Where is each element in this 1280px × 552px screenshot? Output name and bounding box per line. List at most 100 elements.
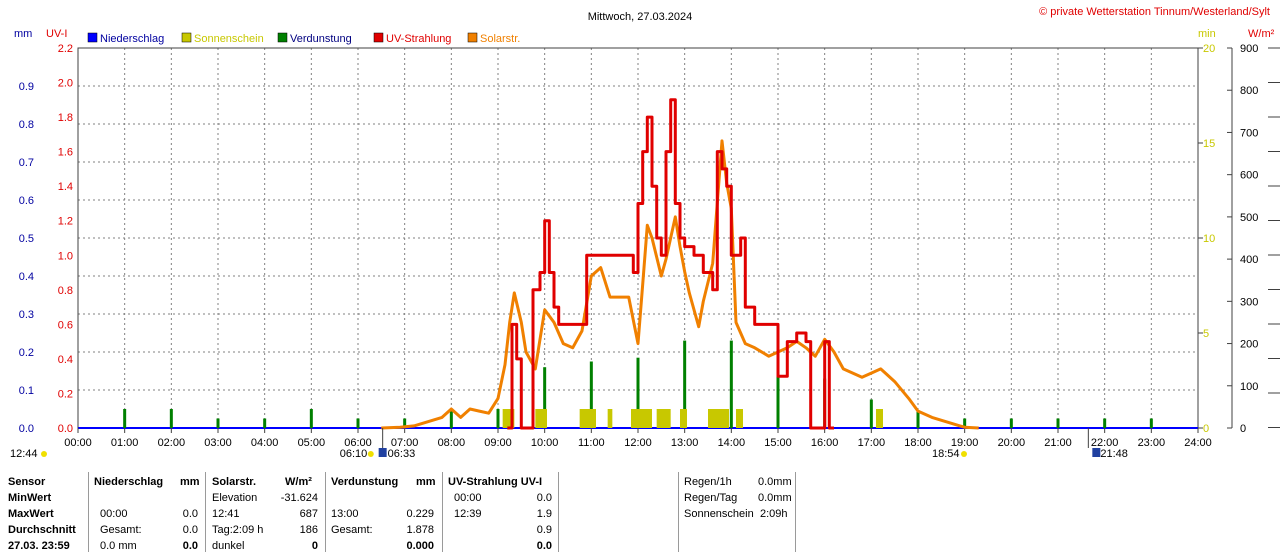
unit-uv: UV-I (46, 28, 67, 40)
uv-tick-label: 1.0 (58, 250, 73, 262)
grid (77, 47, 1199, 429)
uv-tick-label: 0.4 (58, 354, 73, 366)
uv-tick-label: 1.6 (58, 147, 73, 159)
uv-tick-label: 1.8 (58, 112, 73, 124)
legend-swatch (373, 32, 384, 43)
sunset-icon (961, 451, 967, 457)
legend-swatch (467, 32, 478, 43)
x-tick-label: 09:00 (484, 437, 512, 449)
mm-tick-label: 0.7 (19, 157, 34, 169)
evaporation-bar (963, 418, 967, 428)
summary-label-1: Regen/Tag (684, 492, 738, 504)
mm-tick-label: 0.2 (19, 347, 34, 359)
x-tick-label: 08:00 (438, 437, 466, 449)
table-cell: MaxWert (8, 508, 54, 520)
x-tick-label: 00:00 (64, 437, 92, 449)
table-cell: 0.0 (182, 540, 198, 552)
table-cell: Gesamt: (331, 524, 373, 536)
table-cell: Durchschnitt (8, 524, 76, 536)
moon-time: 12:44 (10, 448, 38, 460)
summary-value-0: 0.0mm (758, 476, 792, 488)
evaporation-bar (216, 418, 220, 428)
summary-value-2: 2:09h (760, 508, 788, 520)
th-solar: Solarstr. (212, 476, 257, 488)
x-tick-label: 16:00 (811, 437, 839, 449)
table-cell: 27.03. 23:59 (8, 540, 70, 552)
sunset-time: 18:54 (932, 448, 960, 460)
legend-label: UV-Strahlung (386, 33, 451, 45)
table-cell: 1.878 (406, 524, 434, 536)
evaporation-bar (1149, 418, 1153, 428)
sunshine-bar (579, 409, 596, 428)
mm-tick-label: 0.1 (19, 385, 34, 397)
table-cell: 0.0 (536, 540, 552, 552)
evaporation-bar (636, 357, 640, 428)
legend-label: Solarstr. (480, 33, 520, 45)
th-wm2: W/m² (285, 476, 312, 488)
uv-tick-label: 1.4 (58, 181, 73, 193)
twilight-end-time: 21:48 (1100, 448, 1128, 460)
th-sensor: Sensor (8, 476, 46, 488)
moon-icon (41, 451, 47, 457)
table-cell: 00:00 (100, 508, 128, 520)
table-cell: 12:41 (212, 508, 240, 520)
sunshine-bar (708, 409, 729, 428)
evaporation-bar (1103, 418, 1107, 428)
table-cell: 1.9 (536, 508, 552, 520)
th-verdunstung: Verdunstung (331, 476, 399, 488)
table-cell: 0 (311, 540, 318, 552)
table-cell: MinWert (8, 492, 52, 504)
legend-swatch (87, 32, 98, 43)
evaporation-bar (1009, 418, 1013, 428)
x-tick-label: 14:00 (718, 437, 746, 449)
uv-tick-label: 0.6 (58, 319, 73, 331)
evaporation-bar (496, 409, 500, 428)
table-cell: Elevation (212, 492, 258, 504)
uv-tick-label: 0.2 (58, 388, 73, 400)
summary-value-1: 0.0mm (758, 492, 792, 504)
sun-markers: 12:44 06:10 06:33 18:54 21:48 (10, 428, 1128, 460)
evaporation-bar (169, 409, 173, 428)
wm2-tick-label: 700 (1240, 127, 1258, 139)
mm-tick-label: 0.8 (19, 119, 34, 131)
table-cell: 0.9 (536, 524, 552, 536)
sunshine-bar (535, 409, 547, 428)
evaporation-bar (683, 340, 687, 428)
uv-tick-label: 0.8 (58, 285, 73, 297)
evaporation-bar (356, 418, 360, 428)
table-cell: 0.0 (536, 492, 552, 504)
table-cell: -31.624 (280, 492, 318, 504)
x-tick-label: 24:00 (1184, 437, 1212, 449)
x-tick-label: 13:00 (671, 437, 699, 449)
evaporation-bar (543, 367, 547, 428)
wm2-tick-label: 800 (1240, 85, 1258, 97)
x-tick-label: 03:00 (204, 437, 232, 449)
table-cell: 13:00 (331, 508, 359, 520)
uv-tick-label: 1.2 (58, 216, 73, 228)
table-cell: Tag:2:09 h (212, 524, 264, 536)
sunshine-bar (502, 409, 515, 428)
twilight-start-time: 06:10 (340, 448, 368, 460)
x-tick-label: 02:00 (158, 437, 186, 449)
table-cell: 12:39 (454, 508, 482, 520)
table-cell: 687 (299, 508, 318, 520)
th-mm: mm (180, 476, 200, 488)
mm-tick-label: 0.3 (19, 309, 34, 321)
mm-tick-label: 0.4 (19, 271, 34, 283)
unit-wm2: W/m² (1248, 28, 1275, 40)
min-tick-label: 20 (1203, 43, 1215, 55)
x-tick-label: 05:00 (298, 437, 326, 449)
x-tick-label: 10:00 (531, 437, 559, 449)
min-tick-label: 0 (1203, 423, 1209, 435)
x-tick-label: 07:00 (391, 437, 419, 449)
sunshine-bar (736, 409, 743, 428)
evaporation-bar (776, 363, 780, 428)
x-tick-label: 11:00 (578, 437, 605, 449)
summary-label-0: Regen/1h (684, 476, 732, 488)
evaporation-bar (263, 418, 267, 428)
min-tick-label: 10 (1203, 233, 1215, 245)
evaporation-bar (123, 409, 127, 428)
x-tick-label: 04:00 (251, 437, 279, 449)
wm2-tick-label: 0 (1240, 423, 1246, 435)
unit-mm: mm (14, 28, 32, 40)
